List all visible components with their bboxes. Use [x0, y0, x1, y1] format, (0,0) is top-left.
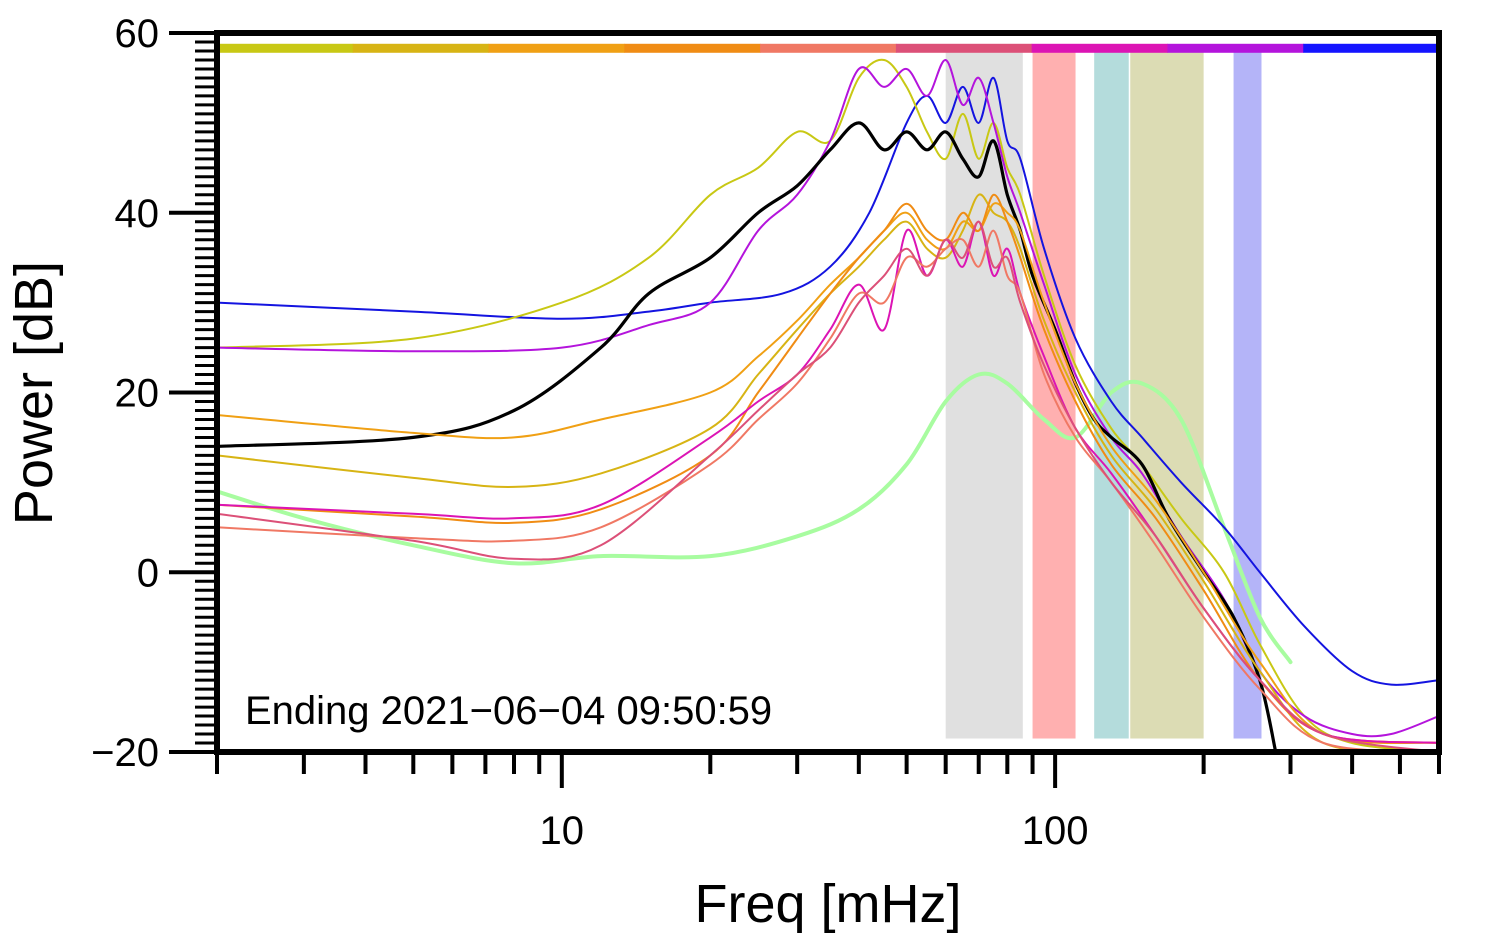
series-line [217, 371, 1293, 665]
top-bar-segment [1031, 43, 1168, 53]
y-tick-label: 40 [115, 192, 160, 236]
ending-timestamp-annotation: Ending 2021−06−04 09:50:59 [245, 689, 772, 733]
y-axis-tick-labels: 60 40 20 0 −20 [91, 12, 159, 775]
x-axis-title: Freq [mHz] [694, 874, 961, 934]
top-bar-segment [1167, 43, 1304, 53]
top-bar-segment [760, 43, 897, 53]
band-rect [1130, 49, 1204, 739]
x-tick-label: 10 [540, 809, 585, 853]
x-axis-ticks [215, 752, 1441, 788]
y-tick-label: 0 [137, 551, 159, 595]
top-color-bar [217, 43, 1440, 53]
y-axis-title: Power [dB] [4, 261, 64, 525]
top-bar-segment [488, 43, 625, 53]
y-tick-label: 60 [115, 12, 160, 56]
top-bar-segment [352, 43, 490, 53]
y-axis-ticks [169, 31, 217, 754]
spectrum-lines [217, 58, 1439, 752]
band-rect [1233, 49, 1262, 739]
series-line [217, 220, 1439, 752]
band-rect [1032, 49, 1076, 739]
y-tick-label: −20 [91, 731, 159, 775]
frequency-bands [945, 49, 1262, 739]
band-rect [945, 49, 1023, 739]
series-line [217, 229, 1439, 752]
series-line [217, 58, 1439, 752]
top-bar-segment [217, 43, 354, 53]
series-line [217, 193, 1439, 744]
series-line [217, 202, 1439, 745]
x-axis-tick-labels: 10 100 [540, 809, 1089, 853]
series-line [217, 121, 1278, 752]
top-bar-segment [624, 43, 761, 53]
y-tick-label: 20 [115, 372, 160, 416]
top-bar-segment [895, 43, 1033, 53]
top-bar-segment [1303, 43, 1440, 53]
x-tick-label: 100 [1022, 809, 1089, 853]
